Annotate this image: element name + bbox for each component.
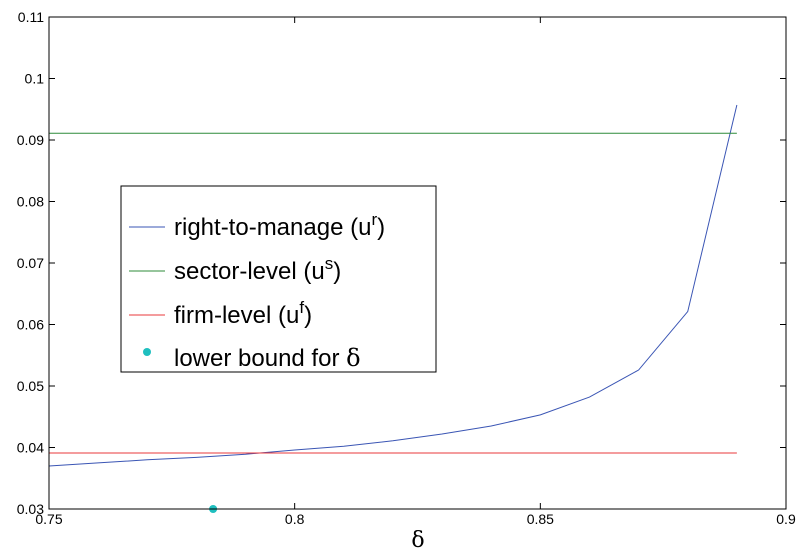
x-tick-label: 0.85 — [527, 511, 554, 527]
x-axis-title: δ — [411, 528, 424, 553]
y-tick-label: 0.06 — [17, 317, 44, 333]
y-tick-label: 0.09 — [17, 132, 44, 148]
legend-label: firm-level (uf) — [174, 298, 312, 329]
legend-label: right-to-manage (ur) — [174, 210, 385, 241]
legend-label: sector-level (us) — [174, 254, 341, 285]
y-tick-label: 0.04 — [17, 440, 44, 456]
y-tick-label: 0.1 — [25, 71, 45, 87]
legend-box — [120, 185, 437, 373]
axes-frame — [48, 16, 787, 510]
y-tick-label: 0.11 — [18, 9, 44, 25]
legend-swatch — [143, 348, 151, 356]
axis-ticks: 0.75 0.8 0.85 0.9 0.03 0.04 0.05 0.06 0.07 0.08 0.… — [17, 9, 796, 527]
x-tick-label: 0.75 — [35, 511, 62, 527]
y-tick-label: 0.05 — [17, 378, 44, 394]
y-tick-label: 0.07 — [17, 255, 44, 271]
legend-label: lower bound for δ — [174, 344, 361, 372]
y-tick-label: 0.08 — [17, 194, 44, 210]
x-tick-label: 0.9 — [776, 511, 796, 527]
x-tick-label: 0.8 — [285, 511, 305, 527]
legend: right-to-manage (ur) sector-level (us) fir… — [120, 185, 437, 373]
y-tick-label: 0.03 — [17, 501, 44, 517]
series-layer — [48, 104, 738, 513]
series-line — [48, 104, 738, 467]
